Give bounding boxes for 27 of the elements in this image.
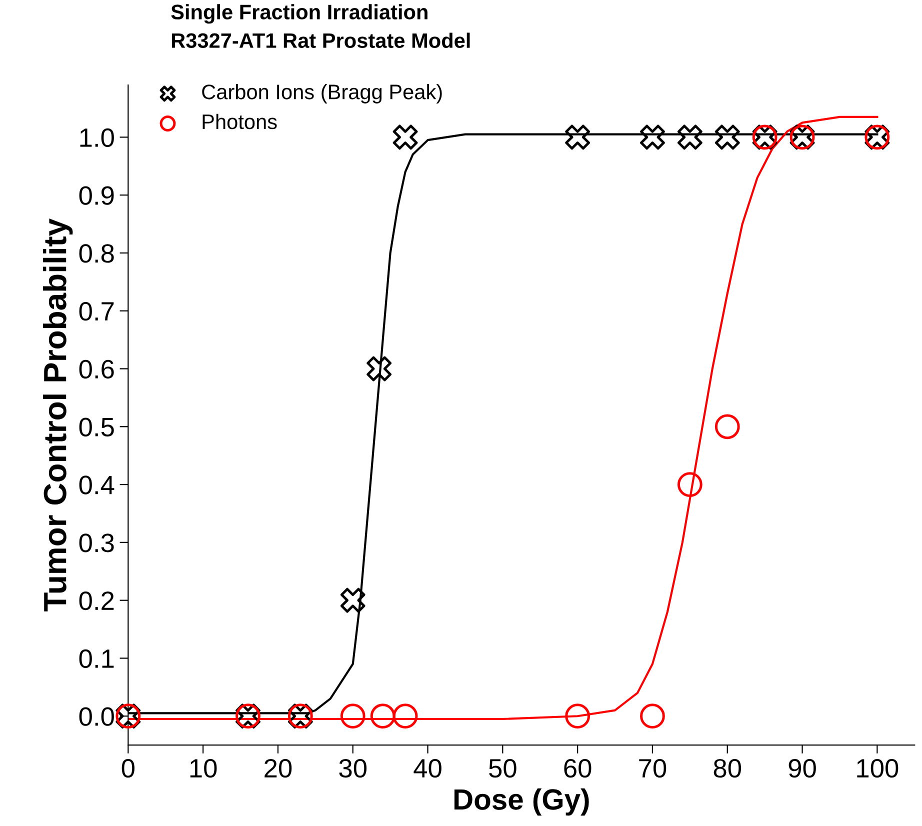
legend-label: Photons bbox=[202, 114, 277, 130]
y-tick-label: 0.5 bbox=[79, 418, 114, 436]
x-tick-label: 100 bbox=[857, 758, 898, 778]
y-tick-label: 0.3 bbox=[79, 534, 114, 552]
x-tick-label: 10 bbox=[190, 758, 217, 778]
x-tick-label: 60 bbox=[564, 758, 592, 778]
y-tick-label: 0.6 bbox=[79, 360, 114, 379]
y-tick-label: 1.0 bbox=[80, 128, 114, 148]
y-tick-label: 0.7 bbox=[79, 302, 114, 321]
x-tick-label: 70 bbox=[639, 758, 666, 778]
x-tick-label: 0 bbox=[122, 758, 134, 778]
x-tick-label: 80 bbox=[714, 758, 742, 778]
x-tick-label: 50 bbox=[489, 758, 516, 778]
x-tick-label: 30 bbox=[339, 758, 367, 778]
chart-title: Single Fraction Irradiation R3327-AT1 Rat Prostate Model bbox=[171, 4, 470, 48]
y-tick-label: 0.4 bbox=[79, 476, 114, 494]
x-tick-label: 90 bbox=[788, 758, 816, 778]
y-tick-label: 0.9 bbox=[79, 186, 114, 205]
x-tick-label: 40 bbox=[414, 758, 442, 778]
x-axis-title: Dose (Gy) bbox=[454, 788, 589, 816]
y-tick-label: 0.2 bbox=[79, 591, 114, 610]
y-tick-label: 0.0 bbox=[79, 707, 114, 726]
y-tick-label: 0.8 bbox=[79, 244, 114, 263]
legend-label: Carbon Ions (Bragg Peak) bbox=[202, 84, 442, 104]
y-tick-label: 0.1 bbox=[79, 649, 114, 668]
y-axis-title: Tumor Control Probability bbox=[42, 218, 73, 612]
x-tick-label: 20 bbox=[264, 758, 292, 778]
